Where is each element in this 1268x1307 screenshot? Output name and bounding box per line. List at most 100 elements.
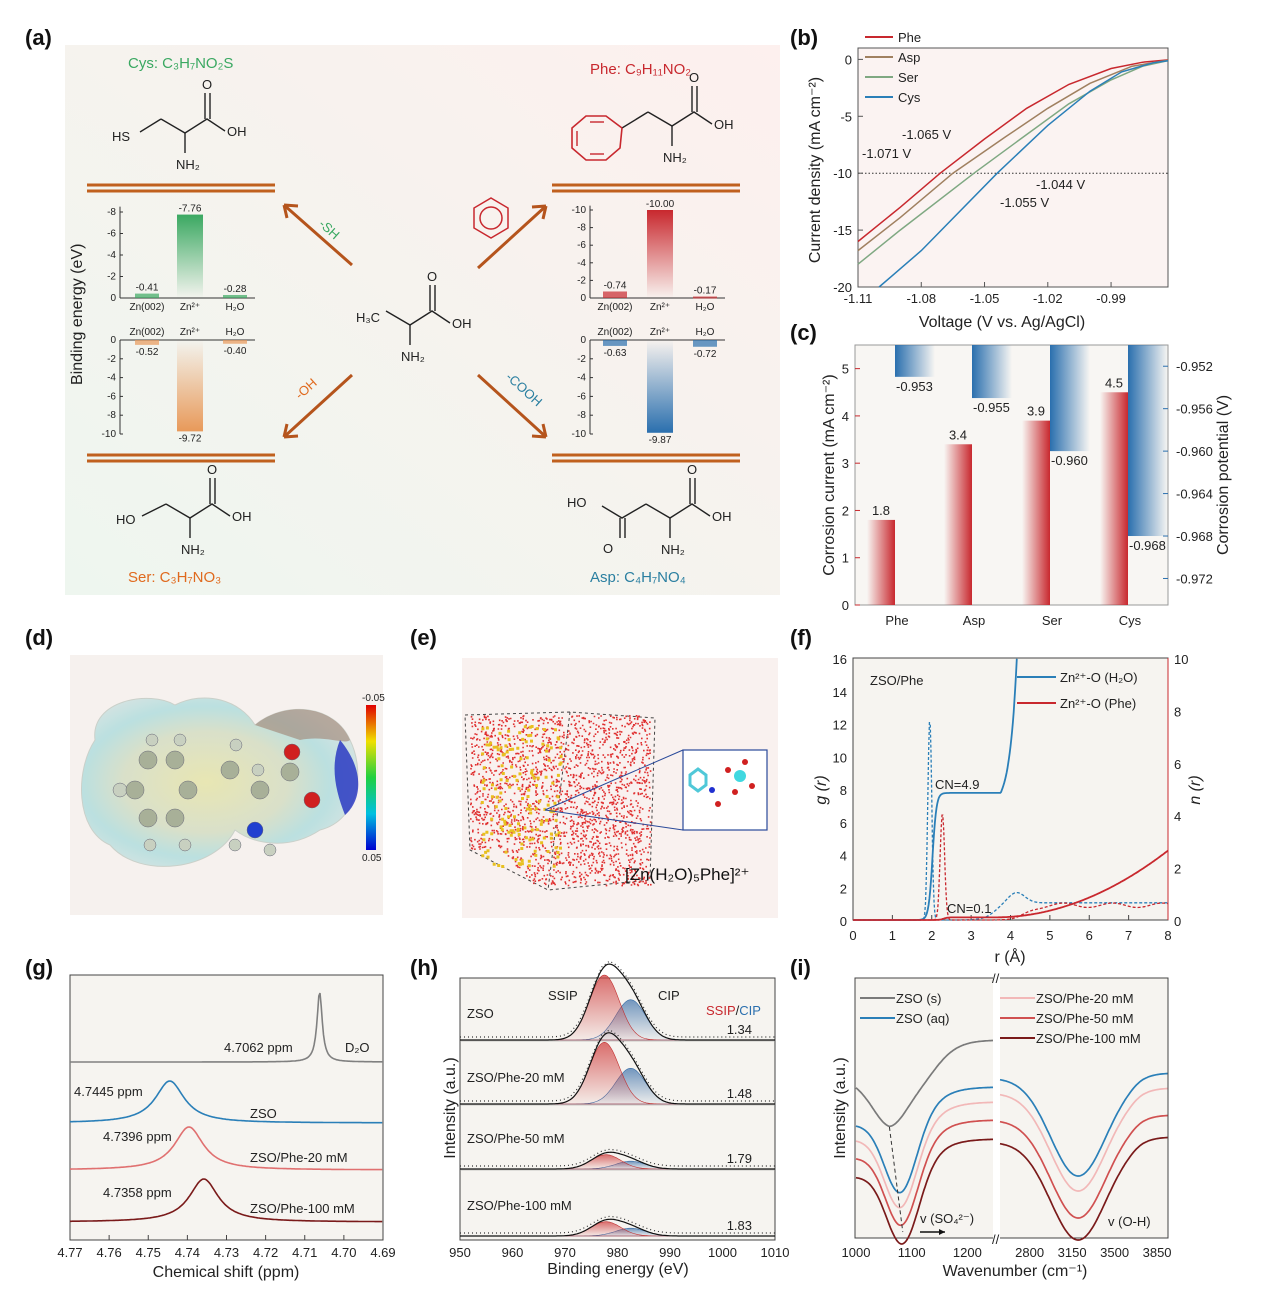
category-label: Cys	[1119, 613, 1142, 628]
inset-ser-category-label: Zn²⁺	[180, 327, 200, 338]
annotation-asp: -1.065 V	[902, 127, 951, 142]
y2-axis-label: Corrosion potential (V)	[1215, 395, 1232, 555]
inset-ser-bar-0	[135, 340, 159, 345]
atom-sphere	[165, 808, 185, 828]
series-label: D₂O	[345, 1040, 370, 1055]
x-tick-label: 980	[607, 1245, 629, 1260]
y-tick-label: -15	[833, 223, 852, 238]
ratio-value: 1.48	[727, 1086, 752, 1101]
cys-atom-hs: HS	[112, 129, 130, 144]
envelope-fit-0	[460, 963, 775, 1041]
inset-ser-tick: 0	[110, 335, 116, 346]
legend-label: ZSO/Phe-50 mM	[1036, 1011, 1134, 1026]
ratio-header-part: SSIP	[706, 1003, 736, 1018]
bond	[645, 503, 711, 519]
y2-axis-label: n (r)	[1187, 775, 1204, 804]
annotation-ser: -1.055 V	[1000, 195, 1049, 210]
atom-sphere	[178, 838, 192, 852]
x-tick-label: 4.70	[331, 1245, 356, 1260]
inset-ser-value-label: -0.40	[224, 346, 247, 357]
atom-sphere	[138, 750, 158, 770]
asp-atom-oh: OH	[712, 509, 732, 524]
colorbar-min-label: 0.05	[362, 853, 382, 864]
x-tick-label: -0.99	[1096, 291, 1126, 306]
ir-so4-zsoaq	[855, 1086, 993, 1194]
ratio-header-part: /	[736, 1003, 740, 1018]
inset-ser-value-label: -9.72	[179, 433, 202, 444]
inset-cys-bar-2	[223, 294, 247, 298]
asp-atom-o2: O	[603, 541, 613, 556]
atom-sphere	[125, 780, 145, 800]
asp-formula: Asp: C₄H₇NO₄	[590, 569, 686, 586]
ratio-header: SSIP/CIP	[706, 1003, 761, 1018]
inset-asp-bar-2	[693, 340, 717, 347]
ser-formula: Ser: C₃H₇NO₃	[128, 569, 221, 586]
inset-cys-bar-1	[177, 214, 203, 298]
atom-sphere	[283, 743, 301, 761]
inset-cys-tick: -8	[107, 207, 116, 218]
inset-cys-category-label: Zn(002)	[129, 302, 164, 313]
asp-atom-o: O	[687, 462, 697, 477]
y2-tick-label: 8	[1174, 704, 1181, 719]
bond	[647, 111, 713, 127]
x-axis-label: Wavenumber (cm⁻¹)	[943, 1263, 1088, 1280]
inset-asp-tick: 0	[580, 335, 586, 346]
trace-label: ZSO/Phe-50 mM	[467, 1131, 565, 1146]
atom-sphere	[173, 733, 187, 747]
inset-ser-tick: -6	[107, 391, 116, 402]
ir-oh-zsophe100mm	[999, 1136, 1168, 1241]
inset-cys-tick: -4	[107, 250, 116, 261]
peak-label: 4.7358 ppm	[103, 1185, 172, 1200]
x-tick-label: 4.73	[214, 1245, 239, 1260]
atom-sphere	[138, 808, 158, 828]
nmr-spectrum-1	[70, 1080, 383, 1124]
inset-phe-value-label: -0.17	[694, 286, 717, 297]
y-tick-label: 0	[842, 598, 849, 613]
panel-label-f: (f)	[790, 625, 812, 650]
bond	[601, 503, 647, 519]
x-tick-label: 5	[1046, 928, 1053, 943]
x-tick-label: 2800	[1015, 1245, 1044, 1260]
y-tick-label: -20	[833, 280, 852, 295]
inset-ser-bar-1	[177, 340, 203, 432]
center-atom-ch3: H₃C	[356, 310, 380, 325]
cys-atom-nh2: NH₂	[176, 157, 200, 172]
peak-label: 4.7445 ppm	[74, 1084, 143, 1099]
inset-phe-tick: -4	[577, 258, 586, 269]
current-bar-cys	[1100, 392, 1128, 605]
potential-bar-asp	[972, 345, 1012, 399]
bond	[621, 111, 649, 129]
atom-sphere	[145, 733, 159, 747]
complex-label: [Zn(H₂O)₅Phe]²⁺	[625, 865, 749, 884]
panel-label-e: (e)	[410, 625, 437, 650]
x-tick-label: 3500	[1100, 1245, 1129, 1260]
y-tick-label: 4	[842, 409, 849, 424]
raw-data-3	[460, 1215, 775, 1234]
oh-annotation: v (O-H)	[1108, 1214, 1151, 1229]
y-tick-label: 3	[842, 456, 849, 471]
potential-bar-ser	[1050, 345, 1090, 452]
ser-atom-nh2: NH₂	[181, 542, 205, 557]
atom-sphere	[280, 762, 300, 782]
peak-label: 4.7062 ppm	[224, 1040, 293, 1055]
category-label: Ser	[1042, 613, 1063, 628]
water-molecules	[470, 715, 652, 887]
y-tick-label: 6	[840, 816, 847, 831]
y-tick-label: 5	[842, 362, 849, 377]
ir-oh-zsoaq	[999, 1072, 1168, 1177]
panel-b-plot-area	[857, 47, 1169, 288]
y2-tick-label: -0.952	[1176, 359, 1213, 374]
x-tick-label: 4.75	[136, 1245, 161, 1260]
panel-label-i: (i)	[790, 955, 811, 980]
current-value-label: 4.5	[1105, 375, 1123, 390]
y2-tick-label: -0.964	[1176, 487, 1213, 502]
ir-so4-zsophe50mm	[855, 1119, 993, 1227]
inset-asp-tick: -4	[577, 373, 586, 384]
asp-atom-nh2: NH₂	[661, 542, 685, 557]
x-tick-label: -1.08	[906, 291, 936, 306]
ser-atom-ho: HO	[116, 512, 136, 527]
annotation-phe: -1.071 V	[862, 146, 911, 161]
legend-label: ZSO/Phe-100 mM	[1036, 1031, 1141, 1046]
phe-atom-oh: OH	[714, 117, 734, 132]
